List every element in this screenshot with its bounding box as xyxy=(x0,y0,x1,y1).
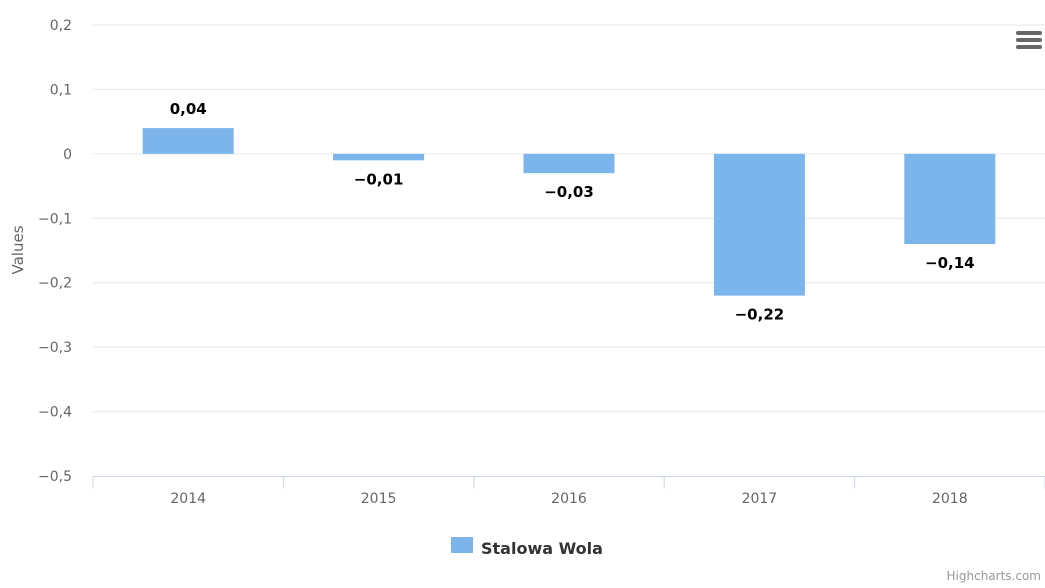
y-axis-title: Values xyxy=(9,225,27,274)
y-tick-label: −0,4 xyxy=(38,405,72,421)
y-tick-label: 0,2 xyxy=(50,18,72,34)
credits-link[interactable]: Highcharts.com xyxy=(946,569,1041,583)
data-label: −0,22 xyxy=(735,306,785,324)
y-tick-label: −0,1 xyxy=(38,211,72,227)
bar[interactable] xyxy=(904,153,996,245)
legend[interactable]: Stalowa Wola xyxy=(451,537,603,558)
y-tick-label: −0,5 xyxy=(38,469,72,485)
y-tick-label: −0,2 xyxy=(38,276,72,292)
x-tick-label: 2016 xyxy=(551,491,587,507)
y-tick-label: −0,3 xyxy=(38,340,72,356)
bar[interactable] xyxy=(523,153,615,174)
y-axis-tick-labels: 0,2 0,1 0 −0,1 −0,2 −0,3 −0,4 −0,5 xyxy=(38,18,72,485)
data-label: 0,04 xyxy=(170,100,207,118)
hamburger-menu-icon[interactable] xyxy=(1012,28,1045,54)
x-tick-label: 2018 xyxy=(932,491,968,507)
y-tick-label: 0 xyxy=(63,147,72,163)
bar[interactable] xyxy=(333,153,425,161)
x-tick-label: 2017 xyxy=(742,491,778,507)
legend-item-label[interactable]: Stalowa Wola xyxy=(481,539,603,558)
data-labels: 0,04 −0,01 −0,03 −0,22 −0,14 xyxy=(168,99,976,326)
x-tick-label: 2014 xyxy=(170,491,206,507)
data-label: −0,14 xyxy=(925,254,975,272)
grid-lines xyxy=(93,24,1045,413)
bar[interactable] xyxy=(142,128,234,154)
data-label: −0,01 xyxy=(354,170,404,188)
bar[interactable] xyxy=(713,153,805,296)
x-axis: 2014 2015 2016 2017 2018 xyxy=(92,476,1045,507)
data-label: −0,03 xyxy=(544,183,594,201)
y-tick-label: 0,1 xyxy=(50,82,72,98)
legend-symbol[interactable] xyxy=(451,537,473,553)
bars xyxy=(142,128,996,296)
x-tick-label: 2015 xyxy=(361,491,397,507)
